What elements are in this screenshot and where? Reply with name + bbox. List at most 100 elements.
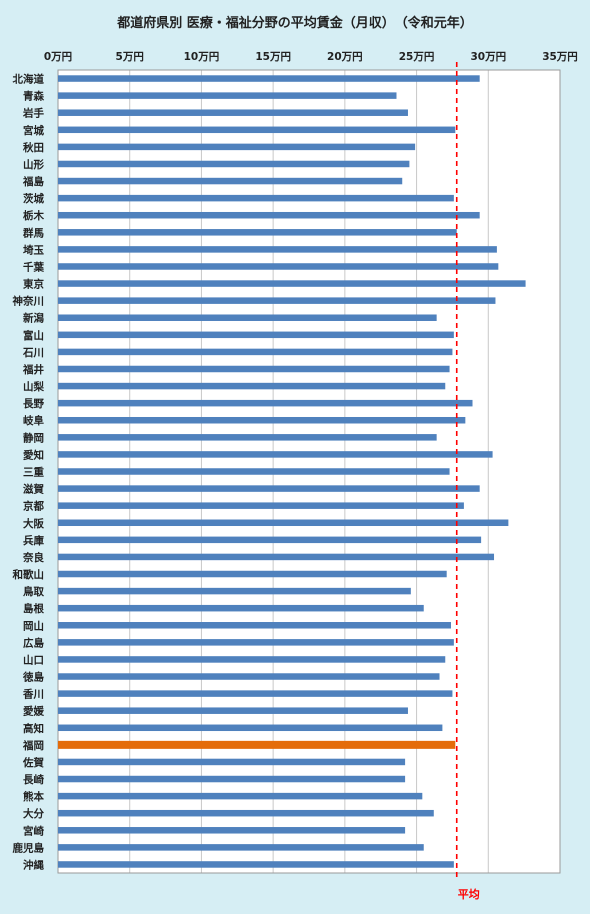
bar[interactable] <box>58 724 443 732</box>
bar[interactable] <box>58 570 447 578</box>
bar[interactable] <box>58 673 440 680</box>
bar[interactable] <box>58 382 446 390</box>
category-label: 佐賀 <box>22 756 44 769</box>
category-label: 栃木 <box>23 209 44 222</box>
bar[interactable] <box>58 297 496 304</box>
bar[interactable] <box>58 690 453 697</box>
category-label: 東京 <box>23 278 44 291</box>
x-tick-label: 25万円 <box>399 51 435 63</box>
bar[interactable] <box>58 587 411 595</box>
bar[interactable] <box>58 827 406 834</box>
bar[interactable] <box>58 604 424 612</box>
bar[interactable] <box>58 126 456 134</box>
bar[interactable] <box>58 280 526 287</box>
bar[interactable] <box>58 416 466 424</box>
category-label: 鳥取 <box>23 585 44 598</box>
bar[interactable] <box>58 861 454 868</box>
category-label: 宮崎 <box>23 824 44 837</box>
bar[interactable] <box>58 75 480 82</box>
category-label: 秋田 <box>23 141 44 154</box>
category-label: 岡山 <box>23 619 44 632</box>
bar[interactable] <box>58 348 453 356</box>
category-label: 長野 <box>23 398 44 410</box>
category-label: 福井 <box>22 363 44 376</box>
bar[interactable] <box>58 451 493 458</box>
category-label: 福岡 <box>22 739 44 752</box>
bar[interactable] <box>58 92 397 99</box>
category-label: 愛知 <box>23 448 44 461</box>
x-tick-label: 20万円 <box>327 51 363 63</box>
bar[interactable] <box>58 109 408 116</box>
bar[interactable] <box>58 519 509 527</box>
chart-title: 都道府県別 医療・福祉分野の平均賃金（月収） （令和元年） <box>116 15 473 31</box>
bar[interactable] <box>58 809 434 817</box>
bar[interactable] <box>58 502 464 509</box>
category-label: 徳島 <box>22 671 44 684</box>
category-label: 山形 <box>23 158 44 171</box>
category-label: 長崎 <box>23 773 44 786</box>
category-label: 大阪 <box>23 517 44 530</box>
x-tick-label: 0万円 <box>44 51 72 63</box>
category-label: 山梨 <box>23 380 44 393</box>
category-label: 宮城 <box>23 124 44 137</box>
bar[interactable] <box>58 536 482 544</box>
category-label: 滋賀 <box>23 483 44 496</box>
category-label: 静岡 <box>23 431 44 444</box>
bar[interactable] <box>58 143 416 151</box>
x-tick-label: 15万円 <box>255 51 291 63</box>
bar[interactable] <box>58 707 408 714</box>
bar[interactable] <box>58 485 480 492</box>
category-label: 青森 <box>23 90 44 103</box>
average-label: 平均 <box>458 887 480 901</box>
bar[interactable] <box>58 331 454 339</box>
bar[interactable] <box>58 229 457 236</box>
category-label: 広島 <box>23 636 44 649</box>
bar[interactable] <box>58 365 450 373</box>
category-label: 香川 <box>22 688 44 701</box>
category-label: 千葉 <box>23 260 44 273</box>
category-label: 北海道 <box>13 73 45 86</box>
bar[interactable] <box>58 553 495 561</box>
category-label: 京都 <box>23 500 44 513</box>
bar[interactable] <box>58 622 451 629</box>
bar[interactable] <box>58 314 437 321</box>
bar[interactable] <box>58 656 446 663</box>
category-label: 福島 <box>22 175 44 188</box>
category-label: 富山 <box>23 329 44 342</box>
bar[interactable] <box>58 468 450 475</box>
bar[interactable] <box>58 775 406 783</box>
bar[interactable] <box>58 792 423 800</box>
bar[interactable] <box>58 160 410 168</box>
x-tick-label: 5万円 <box>116 51 144 63</box>
category-label: 神奈川 <box>13 295 45 308</box>
category-label: 岩手 <box>22 107 44 120</box>
bar[interactable] <box>58 177 403 185</box>
category-label: 愛媛 <box>23 705 44 718</box>
category-label: 岐阜 <box>23 414 44 427</box>
category-label: 埼玉 <box>23 243 44 256</box>
bar[interactable] <box>58 844 424 851</box>
category-label: 群馬 <box>23 226 44 239</box>
category-label: 兵庫 <box>23 534 44 547</box>
category-label: 熊本 <box>23 790 44 803</box>
bar[interactable] <box>58 263 499 270</box>
category-label: 奈良 <box>22 551 44 564</box>
bar[interactable] <box>58 194 454 202</box>
bar[interactable] <box>58 639 454 646</box>
x-tick-label: 10万円 <box>184 51 220 63</box>
bar[interactable] <box>58 211 480 219</box>
bar[interactable] <box>58 758 406 766</box>
category-label: 和歌山 <box>12 568 45 581</box>
category-label: 鹿児島 <box>13 841 45 854</box>
bar-highlight[interactable] <box>58 740 456 749</box>
category-label: 大分 <box>23 807 44 820</box>
category-label: 高知 <box>23 722 44 735</box>
category-label: 新潟 <box>23 312 44 325</box>
bar[interactable] <box>58 434 437 441</box>
bar[interactable] <box>58 246 497 253</box>
bar[interactable] <box>58 399 473 407</box>
category-label: 三重 <box>23 466 44 479</box>
category-label: 茨城 <box>23 192 44 205</box>
